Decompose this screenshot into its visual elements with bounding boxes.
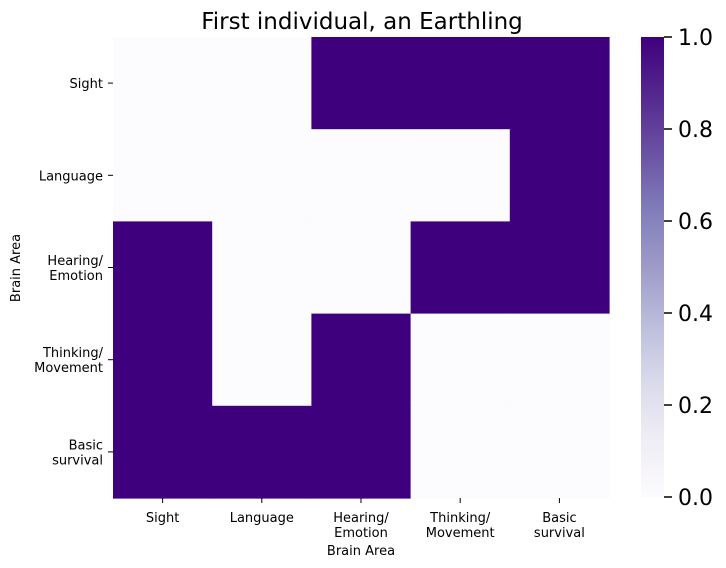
colorbar-tick-label: 1.0 (678, 26, 713, 51)
heatmap-cell (410, 129, 511, 222)
x-tick-label: Thinking/ (429, 511, 491, 526)
y-tick-label: Sight (70, 77, 103, 92)
heatmap-cell (212, 313, 312, 407)
heatmap-cell (113, 129, 213, 222)
y-tick-label: Basic (69, 438, 103, 453)
y-tick-label: Hearing/ (47, 254, 103, 269)
heatmap-cell (509, 37, 610, 130)
y-tick-label: Language (39, 169, 103, 184)
heatmap-cell (113, 405, 213, 499)
heatmap-cell (113, 37, 213, 130)
y-axis-label: Brain Area (9, 234, 24, 302)
heatmap-cell (410, 405, 511, 499)
heatmap-cell (509, 313, 610, 407)
y-tick-label: Thinking/ (42, 346, 104, 361)
y-tick-label: Emotion (49, 269, 103, 284)
chart-title: First individual, an Earthling (201, 9, 523, 35)
heatmap-cell (410, 37, 511, 130)
x-tick-label: Movement (426, 526, 495, 541)
heatmap-cell (311, 37, 412, 130)
heatmap-cell (311, 221, 412, 315)
heatmap-cell (212, 129, 312, 222)
x-tick-label: survival (534, 526, 585, 541)
x-tick-label: Emotion (334, 526, 388, 541)
colorbar-tick-label: 0.6 (678, 210, 713, 235)
heatmap-cells (113, 37, 610, 499)
x-tick-label: Hearing/ (333, 511, 389, 526)
y-tick-label: survival (52, 453, 103, 468)
colorbar (641, 37, 664, 497)
y-tick-label: Movement (34, 361, 103, 376)
colorbar-tick-label: 0.8 (678, 118, 713, 143)
heatmap-cell (509, 405, 610, 499)
colorbar-tick-label: 0.4 (678, 302, 713, 327)
x-axis-ticks: Sight Language Hearing/Emotion Thinking/Mov… (146, 498, 585, 541)
heatmap-cell (509, 221, 610, 315)
heatmap-cell (410, 313, 511, 407)
x-tick-label: Language (230, 511, 294, 526)
heatmap-cell (509, 129, 610, 222)
colorbar-tick-label: 0.2 (678, 394, 713, 419)
colorbar-tick-label: 0.0 (678, 486, 713, 511)
heatmap-cell (212, 37, 312, 130)
heatmap-cell (311, 405, 412, 499)
heatmap-cell (113, 313, 213, 407)
y-axis-ticks: Sight Language Hearing/Emotion Thinking/Mov… (34, 77, 113, 468)
heatmap-cell (311, 313, 412, 407)
heatmap-cell (311, 129, 412, 222)
x-tick-label: Sight (146, 511, 179, 526)
heatmap-cell (113, 221, 213, 315)
x-tick-label: Basic (542, 511, 576, 526)
heatmap-cell (410, 221, 511, 315)
colorbar-ticks: 0.0 0.2 0.4 0.6 0.8 1.0 (664, 26, 713, 511)
heatmap-cell (212, 221, 312, 315)
heatmap-cell (212, 405, 312, 499)
x-axis-label: Brain Area (327, 544, 395, 559)
